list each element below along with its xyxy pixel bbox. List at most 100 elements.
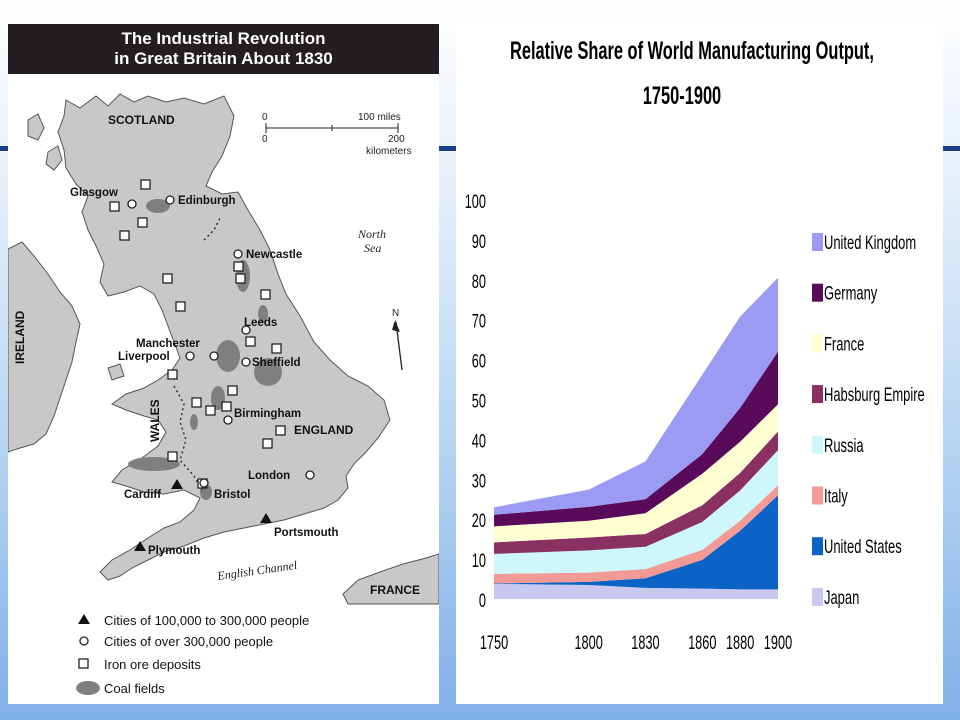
legend-label-triangle: Cities of 100,000 to 300,000 people [104,613,309,628]
x-tick-label: 1800 [574,632,602,653]
y-tick-label: 50 [472,391,486,412]
chart-panel: Relative Share of World Manufacturing Ou… [456,24,943,704]
y-tick-label: 70 [472,311,486,332]
island-hebrides [27,113,45,141]
x-tick-label: 1860 [688,632,716,653]
y-tick-label: 100 [465,191,486,212]
wales-border [173,385,203,491]
iron-ore-deposit [227,385,238,396]
legend-circle-icon [79,636,89,646]
map-legend: Cities of 100,000 to 300,000 people Citi… [76,613,309,696]
area-france [494,404,778,543]
area-united-states [494,495,778,590]
scale-zero-bottom: 0 [262,134,268,145]
iron-ore-deposit [175,301,186,312]
legend-label-united-states: United States [824,535,902,557]
legend-label-circle: Cities of over 300,000 people [104,634,273,649]
label-north-sea-line1: North [357,227,386,241]
label-newcastle: Newcastle [246,249,302,261]
area-united-kingdom [494,277,778,515]
ireland-landmass [8,241,81,453]
y-tick-label: 90 [472,231,486,252]
label-glasgow: Glasgow [70,187,118,199]
map-panel: The Industrial Revolution in Great Brita… [8,24,439,704]
city-marker-sheffield [241,357,251,367]
iron-ore-deposit [167,369,178,380]
label-ireland: IRELAND [13,310,27,364]
legend-label-united-kingdom: United Kingdom [824,231,916,253]
label-portsmouth: Portsmouth [274,527,339,539]
iron-ore-deposit [119,230,130,241]
iron-ore-deposit [109,201,120,212]
city-marker-plymouth [134,541,146,551]
chart-subtitle: 1750-1900 [643,83,721,110]
legend-label-russia: Russia [824,434,864,456]
france-landmass [342,553,439,605]
city-marker-leeds [241,325,251,335]
legend-swatch-germany [812,283,823,302]
x-tick-label: 1880 [726,632,754,653]
area-chart: Relative Share of World Manufacturing Ou… [465,38,925,654]
city-marker-cardiff [171,479,183,489]
map-title: The Industrial Revolution in Great Brita… [8,24,439,74]
iron-ore-deposit [140,179,151,190]
coal-field [258,305,268,323]
scale-zero-top: 0 [262,112,268,123]
city-marker-liverpool [185,351,195,361]
city-marker-portsmouth [260,513,272,523]
large-cities [127,195,315,488]
scale-km-value: 200 [388,134,405,145]
legend-label-square: Iron ore deposits [104,657,201,672]
north-arrow-label: N [392,308,399,319]
y-tick-label: 60 [472,351,486,372]
label-plymouth: Plymouth [148,545,200,557]
label-birmingham: Birmingham [234,408,301,420]
legend-label-japan: Japan [824,586,859,608]
iron-ore-deposit [167,451,178,462]
coal-field [128,457,180,471]
y-tick-label: 30 [472,471,486,492]
legend-swatch-russia [812,435,823,454]
x-tick-label: 1830 [631,632,659,653]
x-tick-label: 1900 [764,632,792,653]
legend-swatch-france [812,334,823,353]
x-axis: 1750 1800 1830 1860 1880 1900 [480,632,792,653]
y-tick-label: 40 [472,431,486,452]
scale-bar: 0 100 miles 0 200 kilometers [262,112,412,157]
coal-field [216,340,240,372]
label-leeds: Leeds [244,317,277,329]
label-manchester: Manchester [136,338,200,350]
city-marker-glasgow [127,199,137,209]
iron-ore-deposit [191,397,202,408]
legend-label-france: France [824,333,864,355]
legend-label-blob: Coal fields [104,681,165,696]
city-marker-edinburgh [165,195,175,205]
city-marker-newcastle [233,249,243,259]
label-north-sea-line2: Sea [364,241,381,255]
y-axis: 0 10 20 30 40 50 60 70 80 90 100 [465,191,486,611]
legend-triangle-icon [78,614,90,624]
city-marker-manchester [209,351,219,361]
legend-swatch-united-kingdom [812,233,823,251]
label-bristol: Bristol [214,489,250,501]
north-arrow-icon: N [392,308,403,371]
y-tick-label: 20 [472,511,486,532]
area-russia [494,450,778,574]
iron-ore-deposit [233,261,244,272]
medium-cities [134,479,272,551]
scale-miles-label: 100 miles [358,112,401,123]
city-marker-london [305,470,315,480]
legend-label-germany: Germany [824,282,878,304]
label-cardiff: Cardiff [124,489,161,501]
city-marker-bristol [199,478,209,488]
label-england: ENGLAND [294,423,354,437]
label-london: London [248,470,290,482]
x-tick-label: 1750 [480,632,508,653]
legend-swatch-japan [812,587,823,606]
coal-field [146,199,170,213]
y-tick-label: 0 [479,590,486,611]
legend-blob-icon [76,681,100,695]
iron-ore-deposit [245,336,256,347]
chart-legend: United Kingdom Germany France Habsburg Empi… [812,231,925,609]
legend-swatch-united-states [812,537,823,556]
